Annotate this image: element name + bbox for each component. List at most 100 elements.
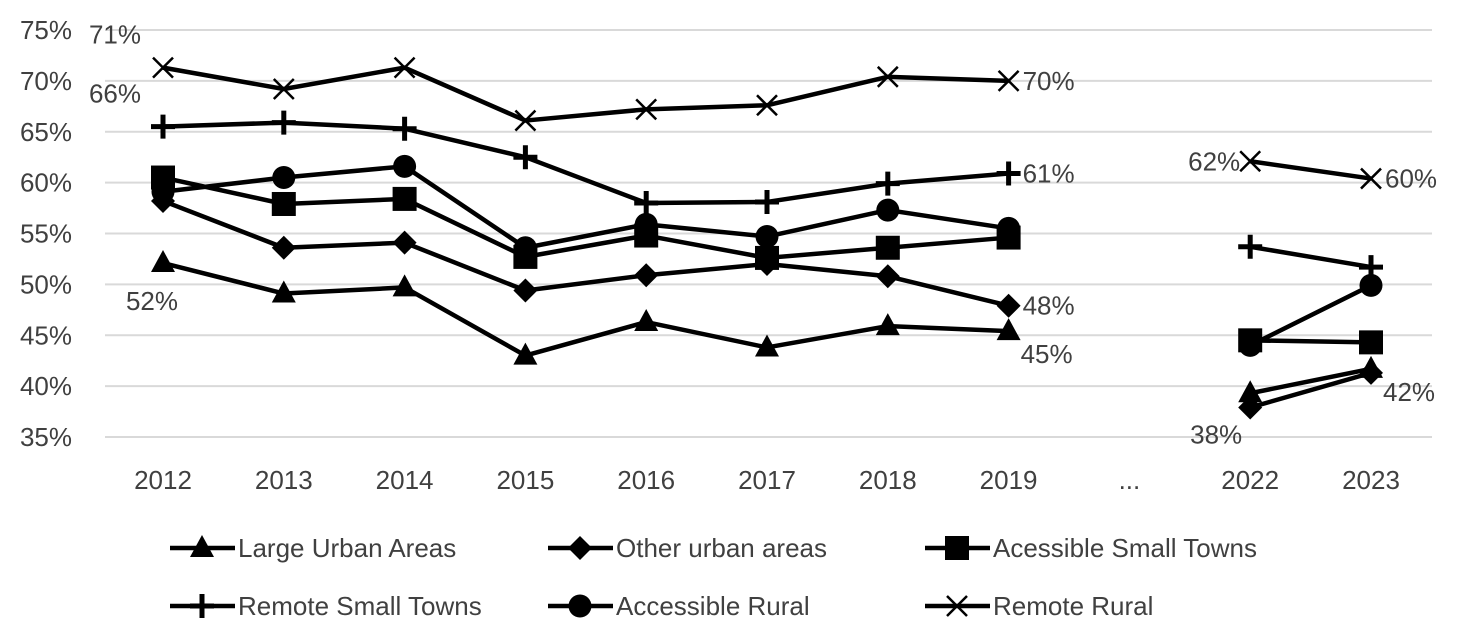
data-label: 61% [1023,158,1075,188]
plus-marker [755,189,779,214]
x-tick-label: 2018 [859,465,917,495]
data-point [151,180,175,204]
x-tick-label: 2022 [1221,465,1279,495]
circle-marker [1238,333,1262,357]
data-label: 38% [1190,419,1242,449]
data-point [392,230,417,255]
data-point [271,280,296,303]
data-point [392,186,417,211]
series-remote-small-towns [151,110,1383,280]
x-tick-label: 2013 [255,465,313,495]
legend-marker [190,535,214,557]
triangle-marker [151,250,175,273]
data-point [1238,333,1262,357]
diamond-marker [513,278,538,303]
legend-marker [568,594,592,618]
data-point [1238,395,1263,420]
series-other-urban-areas [151,188,1383,420]
circle-marker [1359,273,1383,297]
data-point [875,235,900,260]
data-point [393,56,416,79]
legend-item: Remote Rural [925,591,1153,621]
series-line [162,164,1373,348]
x-marker [1360,167,1382,190]
data-point [876,65,899,88]
y-tick-label: 50% [20,269,72,299]
data-label: 48% [1023,291,1075,321]
series-large-urban-areas [151,250,1383,403]
x-marker [1239,150,1262,173]
data-point [392,274,417,297]
square-marker [271,191,296,216]
data-point [1238,234,1263,259]
plus-marker [190,594,214,618]
series-line [162,198,1372,410]
circle-marker [151,180,175,204]
data-label: 42% [1383,377,1435,407]
data-point [513,342,538,365]
data-point [875,171,900,196]
triangle-marker [392,274,417,297]
data-point [755,245,779,270]
series-line [162,120,1372,270]
y-tick-label: 45% [20,320,72,350]
data-point [755,225,779,249]
square-marker [945,536,969,560]
diamond-marker [1238,395,1263,420]
data-point [271,110,296,135]
data-point [1359,273,1383,297]
legend-item: Large Urban Areas [170,533,456,563]
x-marker [635,98,658,121]
x-marker [393,56,416,79]
circle-marker [393,154,417,178]
data-point [271,235,296,260]
data-point [152,56,174,79]
diamond-marker [996,293,1021,318]
data-point [1359,360,1383,385]
diamond-marker [568,536,592,560]
square-marker [1359,330,1383,355]
data-point [996,293,1021,318]
plus-marker [996,161,1021,186]
circle-marker [272,166,296,190]
data-label: 62% [1188,146,1240,176]
legend-label: Accessible Rural [616,591,810,621]
y-tick-label: 55% [20,219,72,249]
triangle-marker [513,342,538,365]
data-point [271,191,296,216]
circle-marker [876,198,900,222]
y-tick-label: 40% [20,371,72,401]
data-point [996,318,1021,341]
plus-marker [875,171,900,196]
data-point [634,263,659,288]
x-marker [272,78,295,100]
diamond-marker [1359,360,1383,385]
x-marker [876,65,899,88]
data-point [756,94,778,117]
data-point [1359,330,1383,355]
y-tick-label: 35% [20,422,72,452]
data-point [755,189,779,214]
square-marker [755,245,779,270]
data-point [1239,150,1262,173]
data-label: 60% [1385,164,1437,194]
x-marker [946,595,968,617]
series-remote-rural [152,56,1382,190]
data-point [392,116,417,141]
data-label: 66% [89,79,141,109]
triangle-marker [1238,380,1263,403]
legend-label: Remote Small Towns [238,591,482,621]
data-label: 71% [89,20,141,50]
plus-marker [1238,234,1263,259]
data-point [513,278,538,303]
data-point [996,161,1021,186]
square-marker [875,235,900,260]
diamond-marker [271,235,296,260]
data-point [513,145,538,170]
plus-marker [634,190,659,215]
data-point [513,236,537,260]
legend-marker [568,536,592,560]
legend-item: Other urban areas [548,533,827,563]
circle-marker [755,225,779,249]
